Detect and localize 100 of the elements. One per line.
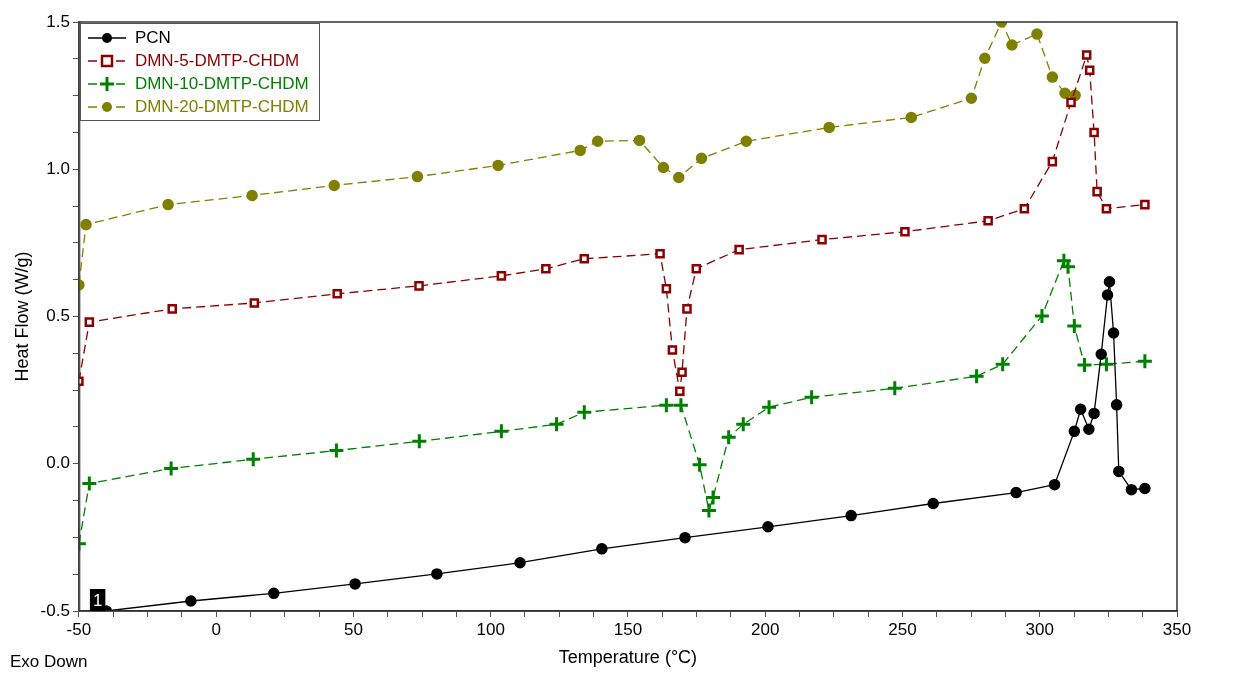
point (667, 345, 678, 355)
point (1019, 203, 1030, 214)
point (1075, 356, 1093, 374)
x-tick-label: 300 (1025, 619, 1054, 639)
y-tick-label: 0.0 (46, 453, 70, 473)
point (244, 450, 262, 468)
point (496, 271, 507, 281)
point (803, 388, 821, 406)
x-tick-label: 200 (751, 619, 780, 639)
legend-label: PCN (134, 27, 171, 48)
point (691, 264, 702, 274)
point (655, 248, 665, 259)
point (541, 264, 551, 274)
point (1031, 28, 1043, 40)
point (661, 284, 672, 294)
x-tick-label: 150 (613, 619, 643, 639)
point (1110, 399, 1123, 411)
point (657, 396, 675, 414)
point (679, 531, 691, 544)
point (700, 502, 718, 520)
x-tick-label: 250 (888, 619, 917, 639)
point (760, 398, 778, 416)
point (845, 509, 857, 522)
point (979, 52, 991, 64)
point (1113, 465, 1125, 478)
point (968, 367, 986, 385)
point (675, 386, 685, 397)
x-tick-label: 0 (211, 619, 221, 639)
point (1010, 486, 1022, 499)
point (1107, 327, 1120, 339)
point (84, 317, 95, 327)
point (817, 234, 827, 245)
point (734, 244, 744, 255)
point (695, 152, 708, 165)
point (905, 111, 918, 124)
point (1101, 289, 1114, 301)
point (249, 298, 260, 308)
point (965, 92, 978, 105)
point (592, 135, 604, 148)
point (740, 135, 753, 148)
point (548, 415, 566, 433)
legend-label: DMN-5-DMTP-CHDM (134, 50, 300, 71)
point (886, 379, 904, 397)
point (246, 189, 258, 202)
point (900, 226, 910, 237)
point (1140, 199, 1150, 210)
point (1066, 97, 1076, 108)
point (162, 198, 174, 211)
legend-label: DMN-20-DMTP-CHDM (134, 96, 309, 117)
point (682, 304, 692, 314)
point (823, 121, 835, 134)
point (414, 281, 424, 291)
point (431, 568, 443, 580)
point (720, 428, 738, 446)
point (734, 415, 752, 433)
text: Exo Down (10, 652, 88, 672)
point (1083, 423, 1095, 436)
point (1047, 156, 1058, 167)
point (410, 432, 428, 450)
y-tick-label: 1.0 (46, 158, 70, 178)
point (657, 161, 670, 174)
point (1068, 425, 1081, 438)
point (162, 459, 180, 477)
point (332, 289, 343, 299)
point (672, 396, 690, 414)
point (983, 216, 993, 226)
point (411, 170, 424, 183)
point (1074, 403, 1087, 416)
point (1125, 483, 1138, 496)
point (574, 144, 586, 157)
x-tick-label: 50 (343, 619, 363, 639)
x-tick-label: 350 (1162, 619, 1192, 639)
x-tick-label: -50 (66, 619, 92, 639)
point (1059, 87, 1071, 100)
point (1006, 39, 1018, 51)
point (1048, 478, 1061, 491)
point (80, 218, 92, 231)
point (1136, 352, 1154, 370)
point (1046, 71, 1059, 83)
y-tick-label: 0.5 (46, 306, 70, 326)
point (328, 179, 340, 192)
point (994, 355, 1012, 373)
point (672, 171, 685, 184)
point (633, 134, 646, 147)
point (514, 556, 526, 569)
x-tick-label: 100 (476, 619, 505, 639)
point (327, 442, 345, 459)
point (677, 367, 687, 377)
point (575, 403, 593, 421)
point (1089, 127, 1099, 138)
point (1065, 317, 1083, 335)
point (349, 578, 361, 590)
point (185, 595, 197, 607)
legend-label: DMN-10-DMTP-CHDM (134, 73, 309, 94)
point (1088, 407, 1100, 420)
point (80, 474, 98, 492)
point (1092, 186, 1102, 197)
point (596, 543, 608, 555)
y-tick-label: 1.5 (46, 11, 70, 31)
point (1081, 50, 1092, 60)
